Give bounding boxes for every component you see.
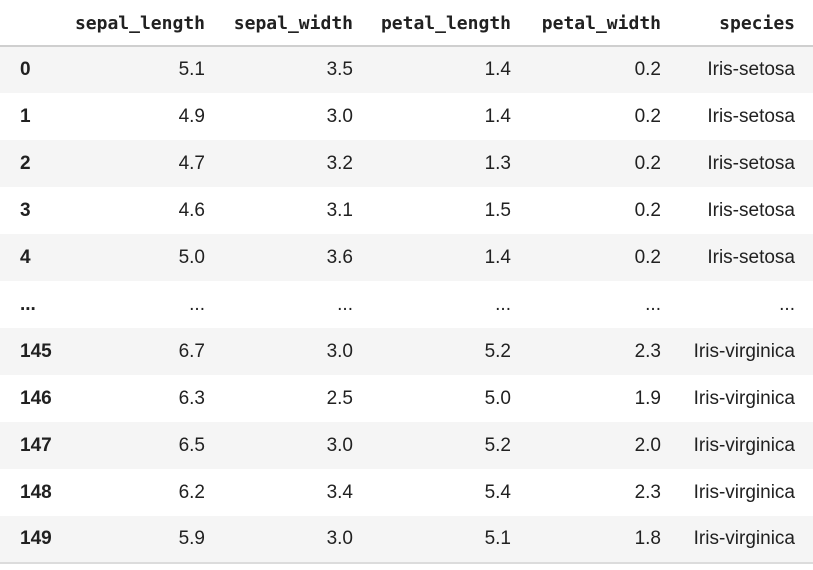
row-index: 1 [20, 105, 31, 127]
cell-petal_length: 5.0 [484, 387, 511, 409]
cell-petal_length: 5.4 [484, 481, 511, 503]
cell-petal_length: 5.2 [484, 340, 511, 362]
cell-sepal_length: 5.0 [178, 246, 205, 268]
cell-sepal_length: 6.7 [178, 340, 205, 362]
table-row: 0 5.1 3.5 1.4 0.2 Iris-setosa [0, 46, 813, 93]
row-index: 149 [20, 528, 52, 549]
cell-sepal_width: 3.0 [326, 528, 353, 549]
cell-petal_width: 0.2 [634, 199, 661, 221]
cell-petal_length: 1.3 [484, 152, 511, 174]
cell-petal_length: 5.1 [484, 528, 511, 549]
cell-sepal_length: ... [189, 293, 205, 315]
cell-sepal_length: 4.7 [178, 152, 205, 174]
cell-species: Iris-setosa [707, 59, 795, 80]
row-index: 2 [20, 152, 31, 174]
cell-sepal_length: 5.1 [178, 59, 205, 80]
cell-sepal_length: 4.6 [178, 199, 205, 221]
column-header-sepal_width: sepal_width [205, 0, 353, 47]
cell-petal_width: 1.8 [634, 528, 661, 549]
cell-petal_width: 0.2 [634, 59, 661, 80]
row-index: 147 [20, 434, 52, 456]
table-row: 3 4.6 3.1 1.5 0.2 Iris-setosa [0, 187, 813, 234]
column-header-species: species [661, 0, 813, 47]
column-header-petal_length: petal_length [353, 0, 511, 47]
cell-sepal_length: 4.9 [178, 105, 205, 127]
column-header-sepal_length: sepal_length [48, 0, 205, 47]
cell-sepal_width: 3.0 [326, 340, 353, 362]
table-row: 146 6.3 2.5 5.0 1.9 Iris-virginica [0, 375, 813, 422]
cell-species: ... [779, 293, 795, 315]
row-index: 0 [20, 59, 31, 80]
cell-sepal_width: 3.1 [326, 199, 353, 221]
table-row: 1 4.9 3.0 1.4 0.2 Iris-setosa [0, 93, 813, 140]
cell-petal_width: 0.2 [634, 152, 661, 174]
cell-sepal_width: ... [337, 293, 353, 315]
cell-petal_length: 1.5 [484, 199, 511, 221]
table-row: 4 5.0 3.6 1.4 0.2 Iris-setosa [0, 234, 813, 281]
cell-petal_length: ... [495, 293, 511, 315]
cell-sepal_width: 3.4 [326, 481, 353, 503]
cell-sepal_length: 6.2 [178, 481, 205, 503]
cell-petal_width: 2.3 [634, 481, 661, 503]
row-index: 148 [20, 481, 52, 503]
cell-sepal_width: 2.5 [326, 387, 353, 409]
table-row: 147 6.5 3.0 5.2 2.0 Iris-virginica [0, 422, 813, 469]
index-corner-cell [0, 0, 48, 47]
cell-sepal_width: 3.2 [326, 152, 353, 174]
cell-petal_width: 1.9 [634, 387, 661, 409]
cell-species: Iris-setosa [707, 152, 795, 174]
column-header-petal_width: petal_width [511, 0, 661, 47]
cell-petal_length: 1.4 [484, 246, 511, 268]
cell-sepal_width: 3.6 [326, 246, 353, 268]
cell-species: Iris-virginica [693, 481, 795, 503]
cell-species: Iris-setosa [707, 246, 795, 268]
cell-petal_width: 2.3 [634, 340, 661, 362]
cell-petal_width: 2.0 [634, 434, 661, 456]
cell-petal_length: 1.4 [484, 59, 511, 80]
cell-species: Iris-virginica [693, 387, 795, 409]
cell-petal_length: 5.2 [484, 434, 511, 456]
row-index: 146 [20, 387, 52, 409]
table-row: 148 6.2 3.4 5.4 2.3 Iris-virginica [0, 469, 813, 516]
cell-petal_length: 1.4 [484, 105, 511, 127]
cell-petal_width: 0.2 [634, 105, 661, 127]
cell-species: Iris-virginica [693, 434, 795, 456]
table-body: 0 5.1 3.5 1.4 0.2 Iris-setosa 1 4.9 3.0 1.4 0.2 Iri… [0, 46, 813, 563]
row-index: 145 [20, 340, 52, 362]
cell-sepal_length: 6.5 [178, 434, 205, 456]
row-index: 4 [20, 246, 31, 268]
cell-species: Iris-virginica [693, 340, 795, 362]
header-row: sepal_length sepal_width petal_length petal… [0, 0, 813, 47]
cell-sepal_width: 3.0 [326, 434, 353, 456]
row-index: 3 [20, 199, 31, 221]
table-row: 149 5.9 3.0 5.1 1.8 Iris-virginica [0, 516, 813, 563]
cell-species: Iris-setosa [707, 199, 795, 221]
cell-sepal_length: 5.9 [178, 528, 205, 549]
cell-species: Iris-setosa [707, 105, 795, 127]
cell-sepal_length: 6.3 [178, 387, 205, 409]
table-row: 2 4.7 3.2 1.3 0.2 Iris-setosa [0, 140, 813, 187]
cell-petal_width: 0.2 [634, 246, 661, 268]
cell-sepal_width: 3.0 [326, 105, 353, 127]
cell-sepal_width: 3.5 [326, 59, 353, 80]
cell-petal_width: ... [645, 293, 661, 315]
row-index: ... [20, 293, 36, 315]
table-head: sepal_length sepal_width petal_length petal… [0, 0, 813, 47]
table-row: 145 6.7 3.0 5.2 2.3 Iris-virginica [0, 328, 813, 375]
cell-species: Iris-virginica [693, 528, 795, 549]
table-row: .................. [0, 281, 813, 328]
